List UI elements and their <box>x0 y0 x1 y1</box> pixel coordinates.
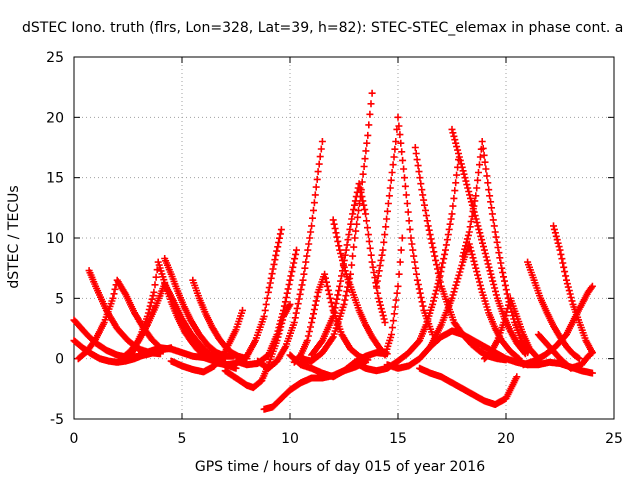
y-tick-label: 15 <box>46 171 64 187</box>
series-markers <box>448 125 529 358</box>
data-markers <box>70 89 596 413</box>
series <box>74 276 164 363</box>
series <box>448 125 529 358</box>
series-markers <box>459 138 532 357</box>
x-tick-label: 0 <box>70 431 79 447</box>
x-tick-label: 10 <box>281 431 299 447</box>
series-markers <box>416 364 521 408</box>
y-axis-label: dSTEC / TECUs <box>6 185 22 288</box>
series <box>308 180 389 359</box>
y-tick-label: 20 <box>46 110 64 126</box>
y-axis-ticks: -5 0 5 10 15 20 25 <box>46 50 614 428</box>
x-tick-label: 15 <box>389 431 407 447</box>
series <box>550 222 596 357</box>
series <box>254 138 326 372</box>
series-markers <box>308 180 389 359</box>
x-tick-label: 5 <box>178 431 187 447</box>
series <box>480 294 542 363</box>
series-markers <box>480 294 542 363</box>
y-tick-label: 5 <box>55 291 64 307</box>
x-axis-label: GPS time / hours of day 015 of year 2016 <box>195 459 485 475</box>
x-tick-label: 25 <box>605 431 623 447</box>
y-tick-label: 0 <box>55 352 64 368</box>
series <box>534 331 596 372</box>
series <box>221 300 294 392</box>
series-markers <box>550 222 596 357</box>
series-markers <box>254 138 326 372</box>
series <box>416 364 521 408</box>
series-markers <box>161 255 238 360</box>
series-markers <box>329 216 406 359</box>
y-tick-label: 10 <box>46 231 64 247</box>
series <box>161 255 238 360</box>
y-tick-label: -5 <box>50 412 64 428</box>
series-markers <box>534 331 596 372</box>
series-markers <box>74 276 164 363</box>
x-axis-ticks: 0 5 10 15 20 25 <box>70 57 623 447</box>
series-markers <box>221 300 294 392</box>
series <box>329 216 406 359</box>
chart-title: dSTEC Iono. truth (flrs, Lon=328, Lat=39… <box>22 20 623 36</box>
series <box>459 138 532 357</box>
x-tick-label: 20 <box>497 431 515 447</box>
y-tick-label: 25 <box>46 50 64 66</box>
